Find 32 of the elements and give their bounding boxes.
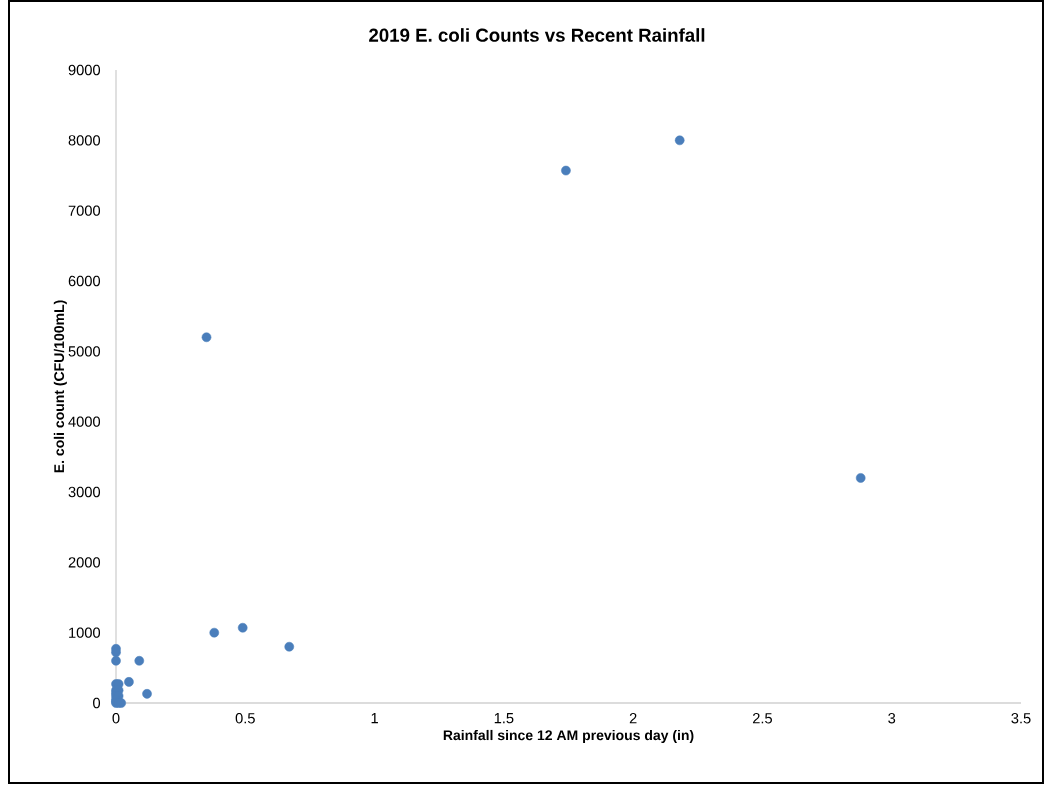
x-tick-label: 0.5 bbox=[235, 713, 255, 724]
y-tick-label: 1000 bbox=[69, 627, 101, 638]
x-axis-title: Rainfall since 12 AM previous day (in) bbox=[443, 729, 694, 743]
point bbox=[237, 622, 248, 633]
point bbox=[561, 165, 571, 176]
point bbox=[674, 135, 685, 146]
point bbox=[284, 641, 295, 652]
x-tick-label: 1.5 bbox=[494, 713, 514, 724]
x-tick-label: 0 bbox=[112, 713, 120, 724]
x-tick-label: 3.5 bbox=[1011, 713, 1031, 724]
point bbox=[124, 677, 134, 687]
chart-title: 2019 E. coli Counts vs Recent Rainfall bbox=[369, 28, 705, 42]
y-tick-label: 7000 bbox=[68, 205, 101, 216]
x-tick-label: 2.5 bbox=[752, 713, 772, 724]
x-tick-label: 2 bbox=[629, 713, 637, 724]
y-tick-label: 3000 bbox=[68, 486, 101, 498]
point bbox=[209, 627, 220, 638]
y-tick-label: 4000 bbox=[68, 416, 101, 427]
point bbox=[142, 689, 152, 699]
y-tick-label: 0 bbox=[93, 697, 101, 709]
x-tick-label: 1 bbox=[371, 713, 378, 724]
point bbox=[201, 332, 212, 343]
point bbox=[134, 656, 145, 666]
y-tick-label: 6000 bbox=[68, 275, 101, 287]
point bbox=[111, 656, 121, 666]
point bbox=[855, 473, 866, 483]
y-tick-label: 9000 bbox=[68, 64, 101, 76]
y-tick-label: 5000 bbox=[68, 346, 101, 357]
x-tick-label: 3 bbox=[888, 713, 896, 724]
y-tick-label: 8000 bbox=[68, 135, 101, 146]
y-tick-label: 2000 bbox=[68, 557, 101, 568]
y-axis-title: E. coli count (CFU/100mL) bbox=[53, 300, 67, 473]
